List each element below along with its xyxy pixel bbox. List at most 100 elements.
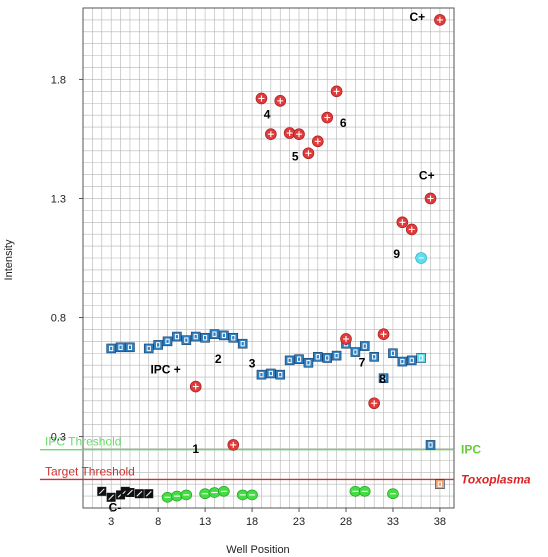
data-point bbox=[246, 489, 258, 501]
data-point bbox=[181, 335, 192, 345]
data-point bbox=[302, 147, 315, 160]
data-point bbox=[180, 489, 193, 501]
data-point bbox=[359, 341, 370, 351]
data-point bbox=[424, 192, 437, 205]
data-point bbox=[313, 352, 323, 362]
data-point bbox=[396, 216, 409, 229]
data-point bbox=[378, 373, 389, 384]
data-point bbox=[397, 356, 408, 367]
data-point bbox=[435, 479, 445, 489]
data-point bbox=[227, 439, 240, 451]
threshold-label: IPC Threshold bbox=[45, 435, 121, 449]
data-point bbox=[172, 331, 182, 342]
data-point bbox=[294, 354, 304, 364]
data-point bbox=[415, 252, 427, 264]
data-point bbox=[369, 352, 379, 362]
x-axis-title: Well Position bbox=[226, 544, 289, 556]
data-point bbox=[377, 328, 390, 340]
data-point bbox=[358, 486, 371, 497]
data-point bbox=[190, 331, 201, 342]
data-point bbox=[208, 487, 221, 498]
y-tick-label: 0.8 bbox=[51, 313, 66, 325]
x-tick-label: 33 bbox=[387, 516, 399, 528]
data-point bbox=[115, 342, 126, 353]
data-point bbox=[293, 128, 305, 140]
data-point bbox=[209, 329, 220, 339]
data-point bbox=[228, 332, 239, 343]
data-point bbox=[143, 343, 154, 354]
data-point bbox=[425, 440, 436, 450]
plot-border bbox=[82, 7, 455, 509]
x-tick-label: 8 bbox=[155, 516, 161, 528]
data-point bbox=[266, 368, 276, 379]
y-axis-title: Intensity bbox=[3, 239, 15, 280]
annotation-label: 7 bbox=[359, 355, 366, 369]
data-point bbox=[275, 369, 286, 380]
annotation-label: 2 bbox=[215, 352, 222, 366]
data-point bbox=[405, 223, 418, 236]
annotation-label: C+ bbox=[410, 10, 426, 24]
data-point bbox=[330, 85, 343, 98]
y-tick-label: 1.3 bbox=[51, 193, 66, 205]
plot-frame bbox=[82, 7, 455, 509]
annotation-label: 6 bbox=[340, 116, 347, 130]
data-point bbox=[106, 343, 116, 354]
data-point bbox=[219, 330, 229, 341]
data-point bbox=[189, 380, 202, 393]
data-point bbox=[406, 355, 417, 366]
data-point bbox=[349, 486, 362, 497]
x-tick-label: 3 bbox=[108, 516, 114, 528]
data-point bbox=[237, 338, 248, 349]
annotation-label: IPC + bbox=[150, 362, 180, 376]
y-tick-label: 0.3 bbox=[51, 432, 66, 444]
x-tick-labels: 3 8 13 18 23 28 33 38 bbox=[108, 508, 446, 528]
data-point bbox=[161, 491, 174, 503]
data-point bbox=[125, 488, 135, 498]
annotations: C+ 4 6 5 C+ 9 IPC + 2 3 78 1 C- bbox=[109, 10, 435, 514]
annotation-label: 1 bbox=[192, 442, 199, 456]
data-point bbox=[312, 135, 324, 148]
data-point bbox=[321, 111, 334, 124]
data-point bbox=[125, 342, 135, 353]
data-point bbox=[331, 350, 342, 361]
data-point bbox=[322, 353, 333, 363]
x-tick-label: 23 bbox=[293, 516, 305, 528]
data-point bbox=[416, 353, 426, 363]
data-point bbox=[153, 340, 163, 350]
annotation-label: 4 bbox=[264, 108, 271, 122]
y-tick-labels: 0.3 0.8 1.3 1.8 bbox=[51, 74, 83, 444]
annotation-label: C+ bbox=[419, 168, 435, 182]
annotation-label: 8 bbox=[379, 372, 386, 386]
data-points bbox=[97, 14, 446, 503]
data-point bbox=[97, 486, 107, 496]
annotation-label: C- bbox=[109, 501, 122, 515]
annotation-label: 5 bbox=[292, 149, 299, 163]
data-point bbox=[255, 92, 268, 105]
data-point bbox=[350, 347, 361, 357]
data-point bbox=[200, 332, 210, 343]
data-point bbox=[134, 489, 144, 499]
data-point bbox=[388, 348, 398, 359]
data-point bbox=[303, 357, 314, 368]
annotation-label: 9 bbox=[393, 247, 400, 261]
data-point bbox=[144, 489, 154, 499]
data-point bbox=[162, 336, 173, 347]
threshold-side-label: IPC bbox=[461, 443, 481, 457]
x-tick-label: 28 bbox=[340, 516, 352, 528]
data-point bbox=[368, 397, 380, 410]
data-point bbox=[387, 488, 399, 500]
threshold-label: Target Threshold bbox=[45, 464, 135, 478]
data-point bbox=[284, 355, 295, 366]
grid bbox=[83, 8, 454, 508]
data-point bbox=[434, 14, 446, 26]
y-tick-label: 1.8 bbox=[51, 74, 66, 86]
x-tick-label: 38 bbox=[434, 516, 446, 528]
data-point bbox=[256, 369, 267, 380]
x-tick-label: 13 bbox=[199, 516, 211, 528]
x-tick-label: 18 bbox=[246, 516, 258, 528]
thresholds: IPC Threshold IPC Target Threshold Toxoplas… bbox=[40, 435, 531, 486]
data-point bbox=[274, 95, 287, 107]
annotation-label: 3 bbox=[249, 357, 256, 371]
data-point bbox=[265, 128, 277, 140]
